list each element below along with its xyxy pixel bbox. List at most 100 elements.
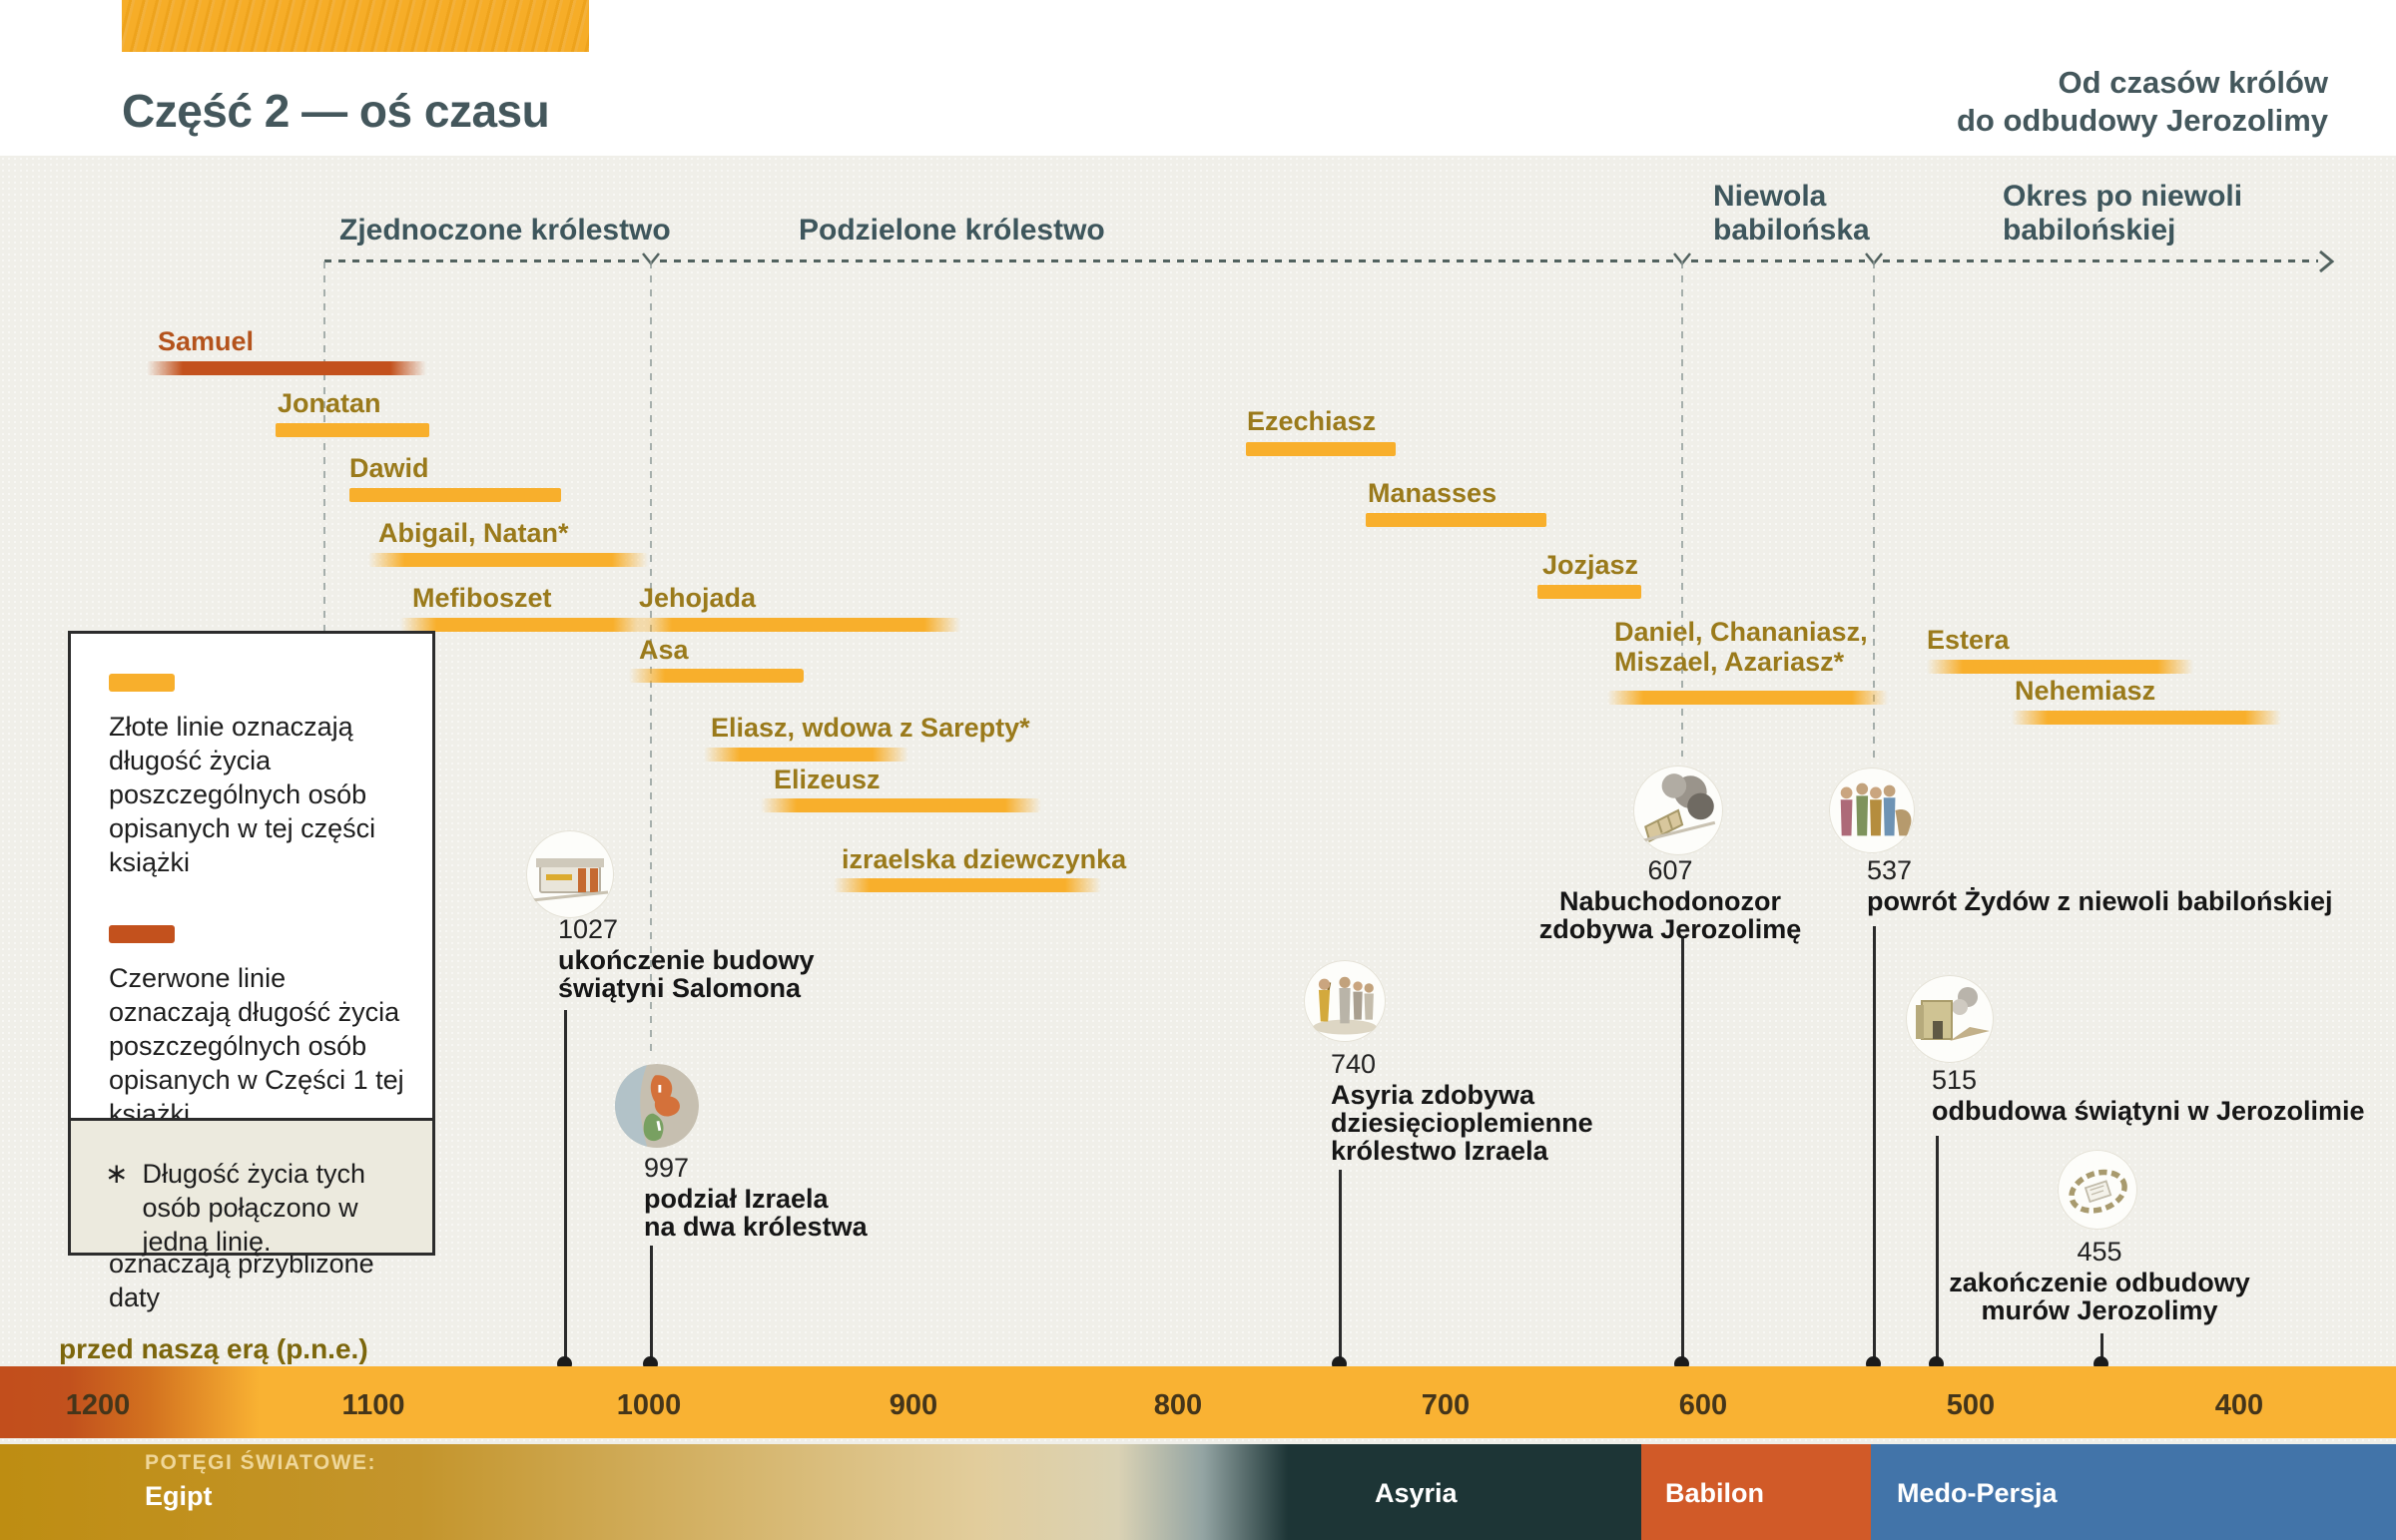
- event-description-line: Nabuchodonozor: [1559, 886, 1781, 916]
- era-boundary-dashed-drop: [323, 261, 325, 888]
- year-tick-500: 500: [1946, 1389, 1996, 1421]
- event-description-line: murów Jerozolimy: [1981, 1295, 2218, 1325]
- era-dashed-line: [1883, 259, 2318, 262]
- page-subtitle: Od czasów królów do odbudowy Jerozolimy: [1957, 64, 2328, 140]
- era-boundary-dashed-drop: [1873, 261, 1875, 759]
- event-text-455: 455 zakończenie odbudowy murów Jerozolimy: [1949, 1238, 2250, 1324]
- return-from-exile-icon: [1829, 768, 1915, 853]
- event-text-515: 515 odbudowa świątyni w Jerozolimie: [1932, 1066, 2365, 1125]
- event-text-607: 607 Nabuchodonozor zdobywa Jerozolimę: [1539, 856, 1802, 943]
- page-subtitle-line1: Od czasów królów: [2058, 65, 2328, 100]
- lifespan-bar-daniel-chananiasz-miszael-azariasz: [1607, 691, 1888, 705]
- lifespan-bar-samuel: [147, 361, 426, 375]
- era-label-okres-po-niewoli-babilońskiej: Okres po niewoli babilońskiej: [2003, 180, 2243, 247]
- person-label-elizeusz: Elizeusz: [774, 765, 881, 794]
- person-label-estera: Estera: [1927, 625, 2010, 655]
- asterisk-mark: ∗: [105, 1158, 129, 1189]
- event-connector-line: [564, 1010, 567, 1363]
- world-power-label-babilon: Babilon: [1665, 1478, 1764, 1508]
- year-tick-1200: 1200: [65, 1389, 131, 1421]
- legend-item-red: Czerwone linie oznaczają długość życia p…: [109, 925, 432, 1131]
- event-connector-line: [1873, 926, 1876, 1363]
- person-label-eliasz-wdowa-z-sarepty: Eliasz, wdowa z Sarepty*: [711, 713, 1030, 743]
- era-label-niewola-babilońska: Niewola babilońska: [1713, 180, 1870, 247]
- lifespan-bar-abigail-natan: [368, 553, 648, 567]
- event-description-line: odbudowa świątyni w Jerozolimie: [1932, 1096, 2365, 1126]
- event-year: 537: [1867, 855, 1913, 885]
- person-label-dawid: Dawid: [349, 453, 429, 483]
- lifespan-bar-jehojada: [636, 618, 960, 632]
- year-tick-1000: 1000: [616, 1389, 682, 1421]
- jerusalem-walls-icon: [2058, 1150, 2137, 1230]
- event-text-1027: 1027 ukończenie budowy świątyni Salomona: [558, 915, 815, 1002]
- person-label-daniel-chananiasz-miszael-azariasz: Daniel, Chananiasz, Miszael, Azariasz*: [1614, 617, 1868, 677]
- era-boundary-dashed-drop: [1681, 261, 1683, 757]
- decorative-gold-strip: [122, 0, 589, 52]
- era-label-zjednoczone-królestwo: Zjednoczone królestwo: [339, 214, 671, 247]
- world-power-label-egipt: Egipt: [145, 1481, 213, 1511]
- axis-era-label: przed naszą erą (p.n.e.): [59, 1333, 368, 1364]
- event-year: 997: [644, 1153, 690, 1183]
- page-subtitle-line2: do odbudowy Jerozolimy: [1956, 103, 2328, 138]
- event-description-line: dziesięcioplemienne: [1331, 1108, 1593, 1138]
- divided-kingdom-map-icon: [615, 1064, 699, 1148]
- person-label-samuel: Samuel: [158, 326, 255, 356]
- event-description-line: zakończenie odbudowy: [1949, 1268, 2250, 1297]
- person-label-asa: Asa: [639, 635, 689, 665]
- event-description-line: ukończenie budowy: [558, 945, 815, 975]
- event-year: 515: [1932, 1065, 1978, 1095]
- world-power-label-medo-persja: Medo-Persja: [1897, 1478, 2058, 1508]
- event-connector-line: [1681, 938, 1684, 1363]
- person-label-manasses: Manasses: [1368, 478, 1498, 508]
- event-text-537: 537 powrót Żydów z niewoli babilońskiej: [1867, 856, 2333, 915]
- event-text-997: 997 podział Izraela na dwa królestwa: [644, 1154, 868, 1241]
- era-dashed-line: [660, 259, 1673, 262]
- header: Część 2 — oś czasu Od czasów królów do o…: [0, 0, 2396, 156]
- legend-item-gold: Złote linie oznaczają długość życia posz…: [109, 674, 432, 879]
- year-tick-1100: 1100: [341, 1389, 405, 1421]
- person-label-jozjasz: Jozjasz: [1542, 550, 1639, 580]
- event-description-line: zdobywa Jerozolimę: [1538, 914, 1802, 944]
- event-year: 455: [2077, 1237, 2122, 1267]
- era-dashed-line: [1691, 259, 1865, 262]
- solomon-temple-icon: [526, 830, 614, 918]
- event-description-line: Asyria zdobywa: [1331, 1080, 1535, 1110]
- jerusalem-conquest-icon: [1633, 766, 1723, 855]
- legend-footnote: ∗ Długość życia tych osób połączono w je…: [68, 1118, 435, 1257]
- person-label-izraelska-dziewczynka: izraelska dziewczynka: [842, 844, 1127, 874]
- assyrian-captivity-icon: [1304, 960, 1386, 1042]
- world-power-label-asyria: Asyria: [1375, 1478, 1458, 1508]
- legend-swatch-red-icon: [109, 925, 175, 943]
- era-label-podzielone-królestwo: Podzielone królestwo: [799, 214, 1105, 247]
- year-tick-400: 400: [2214, 1389, 2264, 1421]
- year-tick-700: 700: [1421, 1389, 1471, 1421]
- lifespan-bar-jonatan: [276, 423, 429, 437]
- event-description-line: świątyni Salomona: [558, 973, 802, 1003]
- lifespan-bar-mefiboszet: [400, 618, 649, 632]
- era-dashed-line: [324, 259, 642, 262]
- person-label-mefiboszet: Mefiboszet: [412, 583, 552, 613]
- person-label-abigail-natan: Abigail, Natan*: [378, 518, 569, 548]
- event-year: 607: [1647, 855, 1693, 885]
- year-tick-800: 800: [1153, 1389, 1203, 1421]
- lifespan-bar-nehemiasz: [2012, 711, 2281, 725]
- event-connector-line: [1936, 1136, 1939, 1363]
- event-year: 1027: [558, 914, 619, 944]
- lifespan-bar-asa: [629, 669, 804, 683]
- year-tick-600: 600: [1678, 1389, 1728, 1421]
- event-description-line: podział Izraela: [644, 1184, 829, 1214]
- event-connector-line: [650, 1246, 653, 1363]
- era-boundary-dashed-drop: [650, 261, 652, 1056]
- lifespan-bar-izraelska-dziewczynka: [834, 878, 1101, 892]
- event-connector-line: [1339, 1170, 1342, 1363]
- event-description-line: powrót Żydów z niewoli babilońskiej: [1867, 886, 2333, 916]
- lifespan-bar-estera: [1927, 660, 2193, 674]
- person-label-nehemiasz: Nehemiasz: [2015, 676, 2156, 706]
- lifespan-bar-dawid: [349, 488, 561, 502]
- event-connector-line: [2100, 1333, 2103, 1363]
- footnote-text: Długość życia tych osób połączono w jedn…: [142, 1159, 366, 1257]
- page-title: Część 2 — oś czasu: [122, 85, 550, 137]
- era-arrowhead-icon: [2318, 250, 2335, 273]
- lifespan-bar-jozjasz: [1537, 585, 1641, 599]
- person-label-ezechiasz: Ezechiasz: [1247, 406, 1377, 436]
